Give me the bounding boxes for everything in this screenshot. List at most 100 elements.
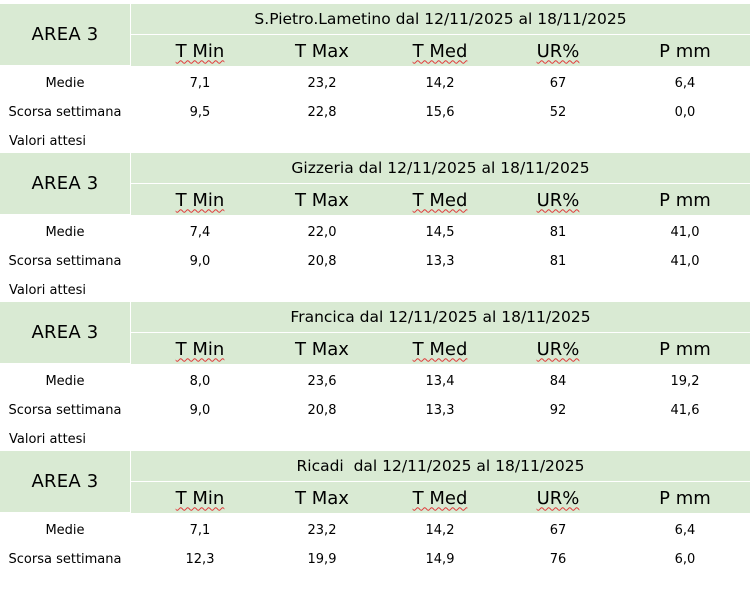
- value-cell: 23,2: [307, 522, 337, 538]
- station-title: Ricadi dal 12/11/2025 al 18/11/2025: [131, 451, 750, 481]
- value-cell: 12,3: [185, 551, 215, 567]
- column-header: P mm: [627, 186, 743, 214]
- column-header: T Max: [264, 37, 380, 65]
- column-header-text: T Min: [175, 487, 225, 509]
- column-header: P mm: [627, 335, 743, 363]
- column-header-text: T Med: [412, 487, 468, 509]
- value-cell: 20,8: [307, 253, 337, 269]
- value-cell: 23,2: [307, 75, 337, 91]
- row-label: Scorsa settimana: [8, 104, 122, 120]
- column-header-text: T Max: [295, 189, 349, 211]
- row-label: Medie: [45, 522, 85, 538]
- value-cell: 9,0: [189, 253, 211, 269]
- column-header-text: T Max: [295, 40, 349, 62]
- value-cell: 67: [549, 522, 567, 538]
- area-label: AREA 3: [0, 4, 131, 65]
- column-header: P mm: [627, 37, 743, 65]
- station-table: AREA 3 Gizzeria dal 12/11/2025 al 18/11/2…: [0, 153, 750, 299]
- column-header: T Med: [382, 335, 498, 363]
- column-header-text: P mm: [659, 40, 711, 62]
- column-header-text: T Min: [175, 40, 225, 62]
- value-cell: 20,8: [307, 402, 337, 418]
- column-header: T Med: [382, 484, 498, 512]
- value-cell: 14,2: [425, 75, 455, 91]
- area-label: AREA 3: [0, 451, 131, 512]
- value-cell: 23,6: [307, 373, 337, 389]
- row-label: Scorsa settimana: [8, 253, 122, 269]
- column-header-row: T Min T Max T Med UR% P mm: [131, 183, 750, 215]
- area-label: AREA 3: [0, 302, 131, 363]
- column-header: T Med: [382, 37, 498, 65]
- column-header: T Max: [264, 335, 380, 363]
- value-cell: 81: [549, 253, 567, 269]
- value-cell: 41,6: [670, 402, 700, 418]
- station-title: S.Pietro.Lametino dal 12/11/2025 al 18/1…: [131, 4, 750, 34]
- value-cell: 22,0: [307, 224, 337, 240]
- station-table: AREA 3 S.Pietro.Lametino dal 12/11/2025 a…: [0, 4, 750, 150]
- column-header-text: T Med: [412, 40, 468, 62]
- column-header: T Min: [142, 335, 258, 363]
- column-header: UR%: [500, 37, 616, 65]
- column-header-row: T Min T Max T Med UR% P mm: [131, 34, 750, 66]
- row-label: Scorsa settimana: [8, 402, 122, 418]
- column-header: P mm: [627, 484, 743, 512]
- column-header: T Min: [142, 37, 258, 65]
- value-cell: 67: [549, 75, 567, 91]
- column-header-text: UR%: [536, 487, 580, 509]
- row-label: Medie: [45, 75, 85, 91]
- column-header-text: P mm: [659, 338, 711, 360]
- station-table: AREA 3 Ricadi dal 12/11/2025 al 18/11/202…: [0, 451, 750, 597]
- column-header: T Max: [264, 186, 380, 214]
- weather-table-sheet: AREA 3 S.Pietro.Lametino dal 12/11/2025 a…: [0, 4, 750, 567]
- expected-values-label: Valori attesi: [9, 133, 87, 149]
- value-cell: 7,1: [189, 75, 211, 91]
- value-cell: 13,3: [425, 402, 455, 418]
- value-cell: 84: [549, 373, 567, 389]
- value-cell: 14,2: [425, 522, 455, 538]
- column-header: UR%: [500, 186, 616, 214]
- value-cell: 19,2: [670, 373, 700, 389]
- value-cell: 92: [549, 402, 567, 418]
- value-cell: 52: [549, 104, 567, 120]
- area-label: AREA 3: [0, 153, 131, 214]
- row-label: Scorsa settimana: [8, 551, 122, 567]
- value-cell: 81: [549, 224, 567, 240]
- station-title: Francica dal 12/11/2025 al 18/11/2025: [131, 302, 750, 332]
- value-cell: 76: [549, 551, 567, 567]
- value-cell: 14,5: [425, 224, 455, 240]
- value-cell: 15,6: [425, 104, 455, 120]
- expected-values-label: Valori attesi: [9, 431, 87, 447]
- value-cell: 41,0: [670, 224, 700, 240]
- column-header-text: T Med: [412, 189, 468, 211]
- column-header-text: P mm: [659, 487, 711, 509]
- expected-values-label: Valori attesi: [9, 282, 87, 298]
- value-cell: 0,0: [674, 104, 696, 120]
- value-cell: 7,4: [189, 224, 211, 240]
- column-header-row: T Min T Max T Med UR% P mm: [131, 481, 750, 513]
- column-header: T Max: [264, 484, 380, 512]
- column-header-text: P mm: [659, 189, 711, 211]
- column-header-text: T Min: [175, 338, 225, 360]
- column-header: T Med: [382, 186, 498, 214]
- column-header-text: T Max: [295, 338, 349, 360]
- column-header-text: UR%: [536, 40, 580, 62]
- row-label: Medie: [45, 224, 85, 240]
- column-header-row: T Min T Max T Med UR% P mm: [131, 332, 750, 364]
- column-header-text: T Max: [295, 487, 349, 509]
- value-cell: 6,4: [674, 75, 696, 91]
- value-cell: 13,3: [425, 253, 455, 269]
- column-header: UR%: [500, 335, 616, 363]
- column-header-text: T Min: [175, 189, 225, 211]
- row-label: Medie: [45, 373, 85, 389]
- value-cell: 41,0: [670, 253, 700, 269]
- column-header: UR%: [500, 484, 616, 512]
- value-cell: 7,1: [189, 522, 211, 538]
- column-header: T Min: [142, 484, 258, 512]
- column-header-text: UR%: [536, 338, 580, 360]
- value-cell: 6,0: [674, 551, 696, 567]
- value-cell: 22,8: [307, 104, 337, 120]
- value-cell: 8,0: [189, 373, 211, 389]
- value-cell: 9,0: [189, 402, 211, 418]
- value-cell: 19,9: [307, 551, 337, 567]
- value-cell: 13,4: [425, 373, 455, 389]
